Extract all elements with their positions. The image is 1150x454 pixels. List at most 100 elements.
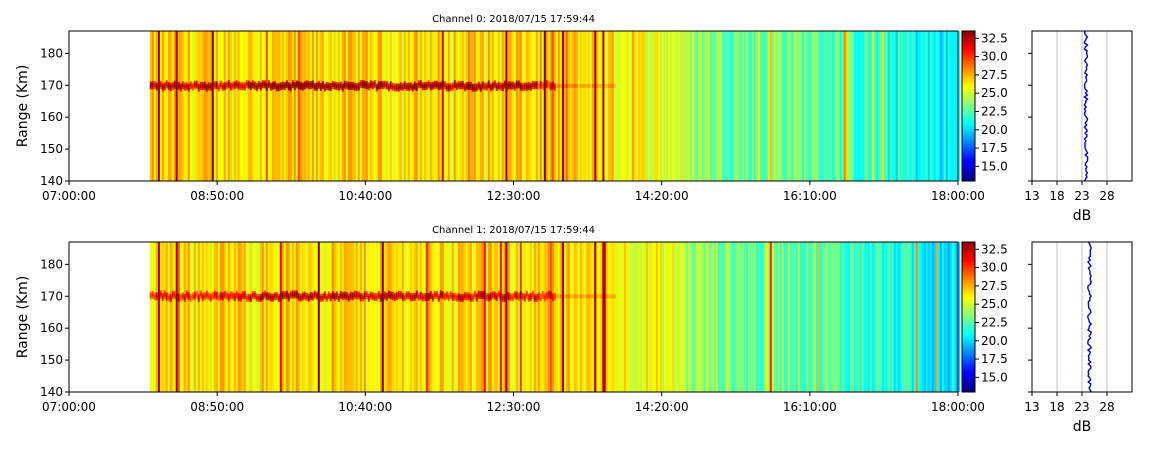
- echo-band-fade: [587, 83, 591, 88]
- heatmap-column: [665, 31, 669, 181]
- echo-band-core: [221, 294, 225, 299]
- heatmap-column: [705, 31, 709, 181]
- heatmap-column: [499, 31, 503, 181]
- echo-band-core: [427, 82, 431, 87]
- heatmap-column: [225, 242, 229, 392]
- echo-band-core: [347, 295, 351, 300]
- y-tick-label: 180: [40, 257, 63, 271]
- heatmap-column: [693, 31, 697, 181]
- heatmap-column: [345, 242, 349, 392]
- heatmap-column: [663, 242, 667, 392]
- colorbar-segment: [962, 344, 975, 348]
- echo-band-core: [315, 84, 319, 89]
- heatmap-column: [909, 242, 913, 392]
- heatmap-column: [681, 242, 685, 392]
- heatmap-column: [167, 31, 171, 181]
- strong-echo-line: [602, 31, 605, 181]
- echo-band-fade: [557, 83, 561, 88]
- heatmap-column: [481, 242, 485, 392]
- echo-band-core: [259, 295, 263, 300]
- heatmap-column: [525, 31, 529, 181]
- heatmap-column: [481, 31, 485, 181]
- heatmap-column: [619, 242, 623, 392]
- echo-band-core: [407, 84, 411, 89]
- heatmap-column: [955, 242, 959, 392]
- heatmap-column: [699, 31, 703, 181]
- echo-band-core: [309, 294, 313, 298]
- echo-band-core: [205, 292, 209, 297]
- heatmap-column: [583, 242, 587, 392]
- heatmap-column: [231, 31, 235, 181]
- heatmap-column: [859, 31, 863, 181]
- echo-band-core: [553, 85, 557, 89]
- heatmap-column: [913, 31, 917, 181]
- heatmap-column: [589, 31, 593, 181]
- heatmap-column: [733, 31, 737, 181]
- echo-band-core: [199, 292, 203, 297]
- heatmap-column: [219, 242, 223, 392]
- heatmap-column: [183, 31, 187, 181]
- heatmap-column: [193, 31, 197, 181]
- echo-band-core: [253, 83, 257, 88]
- heatmap-column: [281, 242, 285, 392]
- echo-band-core: [325, 295, 329, 300]
- echo-band-core: [153, 83, 157, 88]
- heatmap-column: [149, 31, 153, 181]
- heatmap-column: [377, 242, 381, 392]
- x-tick-label: 16:10:00: [783, 400, 837, 414]
- echo-band-core: [193, 82, 197, 87]
- heatmap-column: [267, 242, 271, 392]
- colorbar-segment: [962, 257, 975, 260]
- echo-band-core: [299, 84, 303, 88]
- echo-band-core: [385, 294, 389, 299]
- heatmap-column: [197, 31, 201, 181]
- echo-band-core: [373, 82, 377, 86]
- heatmap-column: [663, 31, 667, 181]
- echo-band-core: [191, 294, 195, 299]
- heatmap-column: [257, 242, 261, 392]
- echo-band-core: [485, 295, 489, 300]
- heatmap-column: [229, 242, 233, 392]
- heatmap-column: [699, 242, 703, 392]
- echo-band-core: [399, 293, 403, 298]
- echo-band-core: [239, 295, 243, 300]
- heatmap-column: [555, 31, 559, 181]
- echo-band-core: [549, 293, 553, 297]
- colorbar-tick-label: 22.5: [981, 315, 1008, 329]
- heatmap-column: [711, 31, 715, 181]
- echo-band-core: [323, 85, 327, 90]
- echo-band-fade: [559, 83, 563, 88]
- echo-band-core: [259, 84, 263, 89]
- heatmap-column: [403, 242, 407, 392]
- heatmap-column: [869, 31, 873, 181]
- colorbar-segment: [962, 148, 975, 152]
- echo-band-core: [223, 292, 227, 297]
- echo-band-core: [149, 83, 153, 88]
- heatmap-column: [727, 31, 731, 181]
- heatmap-column: [371, 31, 375, 181]
- echo-band-core: [527, 295, 531, 300]
- x-tick-label: 10:40:00: [338, 189, 392, 203]
- profile-line: [1086, 241, 1093, 393]
- heatmap-column: [185, 242, 189, 392]
- heatmap-column: [829, 242, 833, 392]
- echo-band-core: [253, 293, 257, 298]
- heatmap-column: [611, 31, 615, 181]
- echo-band-core: [503, 295, 507, 300]
- echo-band-core: [313, 84, 317, 89]
- heatmap-column: [287, 31, 291, 181]
- colorbar-segment: [962, 247, 975, 250]
- heatmap-column: [503, 242, 507, 392]
- heatmap-column: [529, 31, 533, 181]
- heatmap-column: [863, 31, 867, 181]
- colorbar-segment: [962, 33, 975, 37]
- heatmap-column: [491, 31, 495, 181]
- heatmap-column: [939, 31, 943, 181]
- heatmap-column: [475, 242, 479, 392]
- echo-band-core: [161, 85, 165, 90]
- heatmap-column: [467, 31, 471, 181]
- echo-band-fade: [559, 294, 563, 299]
- heatmap-column: [353, 31, 357, 181]
- echo-band-fade: [613, 83, 617, 88]
- heatmap-column: [375, 31, 379, 181]
